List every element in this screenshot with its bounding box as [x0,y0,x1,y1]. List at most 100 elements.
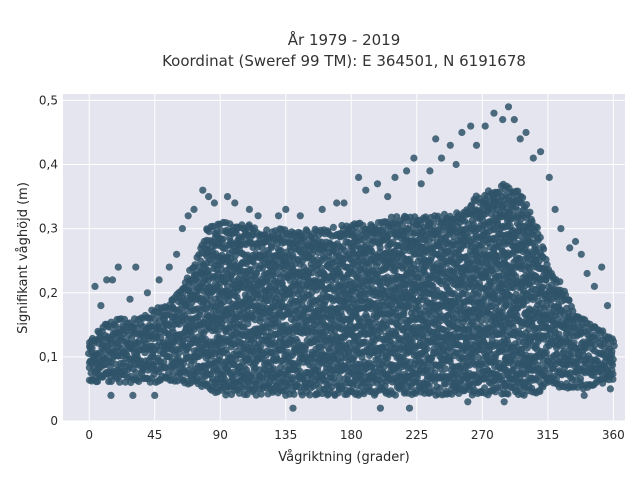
y-tick-label: 0,5 [39,93,58,107]
data-point [267,242,276,250]
data-point [165,263,173,271]
data-point [384,193,392,201]
data-point [609,337,618,346]
data-point [417,180,425,188]
data-point [274,212,283,220]
data-point [464,398,472,406]
y-tick-labels: 00,10,20,30,40,5 [39,93,58,428]
data-point [510,116,518,124]
data-point [143,289,151,297]
data-point [173,250,181,258]
data-point [426,167,434,175]
x-tick-label: 0 [85,428,93,442]
data-points [85,103,618,412]
data-point [254,212,262,220]
data-point [603,302,612,310]
data-point [246,265,254,273]
data-point [472,141,481,149]
data-point [221,376,229,384]
data-point [333,199,341,207]
data-point [499,116,507,124]
data-point [210,199,218,207]
data-point [376,244,384,252]
data-point [290,390,298,398]
x-tick-label: 135 [274,428,297,442]
data-point [376,280,384,288]
data-point [97,302,105,310]
x-tick-label: 45 [147,428,162,442]
data-point [481,122,489,130]
data-point [306,391,314,399]
data-point [329,223,337,231]
data-point [415,302,423,310]
data-point [129,391,137,399]
data-point [245,205,253,213]
data-point [576,375,585,383]
data-point [205,193,213,201]
x-tick-label: 90 [213,428,228,442]
data-point [540,245,548,253]
data-point [132,368,140,376]
data-point [529,154,537,162]
data-point [296,212,304,220]
data-point [379,223,387,232]
data-point [289,404,297,412]
data-point [403,167,411,175]
data-point [583,269,591,278]
data-point [258,244,266,252]
data-point [609,370,617,378]
data-point [551,205,559,213]
y-tick-label: 0,2 [39,286,58,300]
y-tick-label: 0,4 [39,158,58,172]
data-point [397,317,405,325]
data-point [446,141,454,149]
data-point [289,374,297,382]
data-point [132,263,140,271]
data-point [556,278,564,286]
data-point [523,201,531,209]
data-point [606,385,615,393]
data-point [151,391,159,399]
data-point [566,244,574,252]
data-point [519,194,527,202]
data-point [155,276,163,284]
data-point [405,404,414,412]
data-point [257,342,265,350]
data-point [376,404,384,412]
data-point [500,398,508,406]
data-point [355,173,363,181]
data-point [126,295,134,303]
data-point [458,128,466,137]
data-point [422,213,430,221]
data-point [276,363,285,371]
data-point [88,344,96,352]
data-point [598,263,606,271]
data-point [373,180,382,188]
data-point [571,237,580,246]
data-point [452,160,460,169]
data-point [387,213,396,221]
data-point [362,186,370,194]
data-point [178,225,186,233]
data-point [231,199,239,207]
data-point [257,390,265,398]
data-point [522,128,530,137]
data-point [312,325,320,333]
data-point [557,225,565,233]
data-point [398,220,406,228]
x-tick-label: 225 [405,428,428,442]
data-point [270,365,278,373]
data-point [432,135,440,143]
data-point [325,346,334,354]
x-tick-label: 180 [340,428,363,442]
y-tick-label: 0,3 [39,222,58,236]
y-tick-label: 0,1 [39,350,58,364]
data-point [545,173,553,181]
data-point [391,173,399,181]
data-point [577,250,585,258]
x-tick-label: 270 [471,428,494,442]
data-point [406,255,414,263]
x-tick-label: 315 [536,428,559,442]
data-point [190,205,198,213]
